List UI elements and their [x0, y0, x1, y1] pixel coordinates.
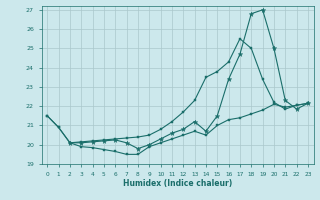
X-axis label: Humidex (Indice chaleur): Humidex (Indice chaleur) — [123, 179, 232, 188]
